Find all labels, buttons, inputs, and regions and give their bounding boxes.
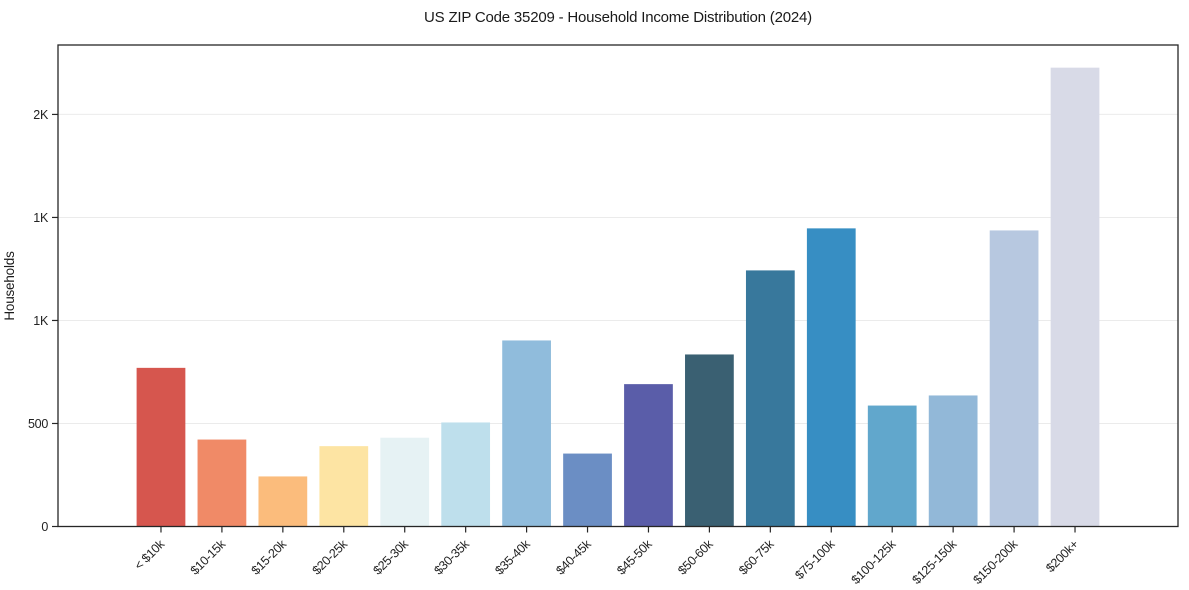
- bar-$30-35k: [441, 422, 491, 527]
- bar-< $10k: [136, 367, 186, 527]
- y-axis-label: Households: [2, 251, 17, 321]
- y-tick-label: 1K: [33, 211, 49, 225]
- bar-$100-125k: [867, 405, 917, 527]
- bar-$50-60k: [685, 354, 734, 527]
- y-tick-label: 500: [28, 417, 48, 431]
- y-tick-label: 0: [41, 520, 48, 534]
- x-tick-label: $150-200k: [970, 536, 1021, 587]
- bar-$125-150k: [928, 395, 978, 527]
- x-tick-label: $50-60k: [675, 536, 716, 577]
- x-tick-label: $10-15k: [188, 536, 229, 577]
- chart-title: US ZIP Code 35209 - Household Income Dis…: [424, 9, 812, 26]
- x-tick-label: $60-75k: [736, 536, 777, 577]
- bar-$25-30k: [380, 437, 430, 527]
- x-tick-label: $125-150k: [909, 536, 960, 587]
- bar-$35-40k: [502, 340, 551, 527]
- bar-$10-15k: [197, 439, 247, 527]
- x-tick-label: $35-40k: [492, 536, 533, 577]
- x-tick-label: $20-25k: [310, 536, 351, 577]
- x-tick-label: $30-35k: [431, 536, 472, 577]
- bar-$150-200k: [989, 230, 1039, 527]
- bar-$45-50k: [624, 384, 673, 527]
- tick-labels: 0 500 1K 1K 2K < $10k $10-15k $15-20k $20-25k $25…: [28, 108, 1081, 587]
- plot-border: [57, 44, 1179, 528]
- bar-$20-25k: [319, 446, 369, 527]
- x-tick-label: $40-45k: [553, 536, 594, 577]
- axes: [52, 44, 1179, 533]
- x-tick-label: $15-20k: [249, 536, 290, 577]
- bar-$15-20k: [258, 476, 308, 527]
- bar-$200k+: [1050, 67, 1100, 527]
- y-tick-label: 1K: [33, 314, 49, 328]
- x-tick-label: $75-100k: [792, 536, 838, 582]
- x-tick-label: $100-125k: [849, 536, 900, 587]
- x-tick-label: $25-30k: [370, 536, 411, 577]
- bar-$75-100k: [806, 228, 856, 527]
- bar-$60-75k: [745, 270, 795, 527]
- y-tick-label: 2K: [33, 108, 49, 122]
- x-tick-label: < $10k: [132, 536, 168, 572]
- bars: [136, 67, 1100, 527]
- x-tick-label: $200k+: [1043, 537, 1081, 575]
- bar-$40-45k: [563, 453, 612, 527]
- x-tick-label: $45-50k: [614, 536, 655, 577]
